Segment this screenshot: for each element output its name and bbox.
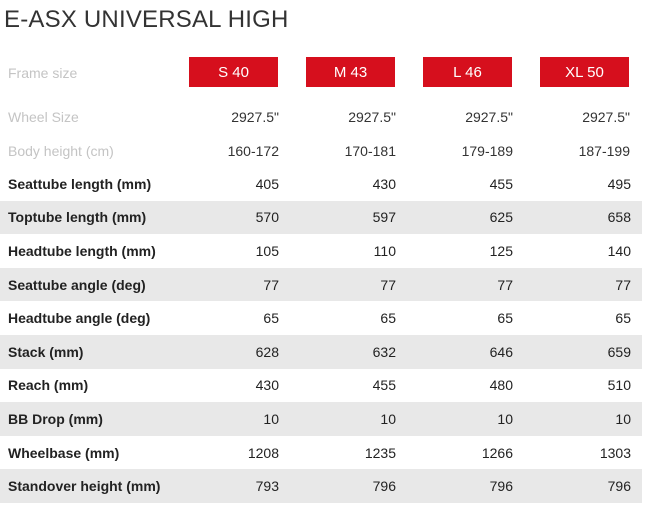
table-row: Headtube angle (deg) 65 65 65 65 <box>0 301 642 335</box>
cell-value: 646 <box>407 334 524 369</box>
row-label: Headtube length (mm) <box>8 242 156 259</box>
cell-value: 10 <box>407 402 524 436</box>
cell-value: 1208 <box>247 444 279 461</box>
cell-value: 570 <box>172 200 290 235</box>
size-button-s40[interactable]: S 40 <box>189 57 278 87</box>
frame-size-label: Frame size <box>8 65 78 81</box>
table-row: Toptube length (mm) 570 597 625 658 <box>0 200 642 235</box>
wheel-size-value: 2927.5" <box>465 109 513 125</box>
cell-value: 405 <box>255 175 279 192</box>
row-label: Headtube angle (deg) <box>8 310 151 327</box>
cell-value: 110 <box>373 242 396 259</box>
wheel-size-row: Wheel Size 2927.5" 2927.5" 2927.5" 2927.… <box>0 100 646 134</box>
table-row: Seattube length (mm) 405 430 455 495 <box>0 167 642 201</box>
row-label: Toptube length (mm) <box>0 200 172 235</box>
body-height-value: 187-199 <box>578 143 630 159</box>
table-row: Reach (mm) 430 455 480 510 <box>0 369 642 403</box>
table-row: Standover height (mm) 793 796 796 796 <box>0 469 642 503</box>
row-label: Reach (mm) <box>8 377 89 394</box>
body-height-value: 160-172 <box>227 143 279 159</box>
wheel-size-value: 2927.5" <box>348 109 396 125</box>
cell-value: 793 <box>172 469 290 503</box>
cell-value: 10 <box>172 402 290 436</box>
cell-value: 105 <box>255 242 279 259</box>
body-height-value: 170-181 <box>344 143 396 159</box>
body-height-row: Body height (cm) 160-172 170-181 179-189… <box>0 134 646 168</box>
cell-value: 1303 <box>599 444 631 461</box>
cell-value: 1235 <box>364 444 396 461</box>
size-button-xl50[interactable]: XL 50 <box>540 57 629 87</box>
cell-value: 65 <box>615 310 631 327</box>
frame-size-row: Frame size S 40 M 43 L 46 XL 50 <box>0 56 646 90</box>
body-height-label: Body height (cm) <box>8 143 114 159</box>
row-label: Stack (mm) <box>0 334 172 369</box>
cell-value: 10 <box>524 402 642 436</box>
cell-value: 1266 <box>481 444 513 461</box>
cell-value: 65 <box>263 310 279 327</box>
cell-value: 480 <box>489 377 513 394</box>
row-label: Seattube length (mm) <box>8 175 152 192</box>
cell-value: 65 <box>380 310 396 327</box>
cell-value: 597 <box>290 200 407 235</box>
cell-value: 628 <box>172 334 290 369</box>
table-row: Seattube angle (deg) 77 77 77 77 <box>0 267 642 302</box>
cell-value: 796 <box>524 469 642 503</box>
geometry-table: Seattube length (mm) 405 430 455 495 Top… <box>0 167 642 503</box>
table-row: Wheelbase (mm) 1208 1235 1266 1303 <box>0 436 642 470</box>
cell-value: 10 <box>290 402 407 436</box>
cell-value: 125 <box>489 242 513 259</box>
row-label: Standover height (mm) <box>0 469 172 503</box>
cell-value: 632 <box>290 334 407 369</box>
cell-value: 510 <box>607 377 631 394</box>
cell-value: 796 <box>290 469 407 503</box>
cell-value: 65 <box>497 310 513 327</box>
cell-value: 140 <box>607 242 631 259</box>
cell-value: 659 <box>524 334 642 369</box>
table-row: Headtube length (mm) 105 110 125 140 <box>0 234 642 268</box>
cell-value: 77 <box>290 267 407 302</box>
table-row: BB Drop (mm) 10 10 10 10 <box>0 402 642 436</box>
cell-value: 77 <box>524 267 642 302</box>
cell-value: 77 <box>172 267 290 302</box>
body-height-value: 179-189 <box>461 143 513 159</box>
cell-value: 658 <box>524 200 642 235</box>
cell-value: 77 <box>407 267 524 302</box>
row-label: BB Drop (mm) <box>0 402 172 436</box>
cell-value: 455 <box>372 377 396 394</box>
cell-value: 625 <box>407 200 524 235</box>
page-title: E-ASX UNIVERSAL HIGH <box>4 6 289 33</box>
row-label: Wheelbase (mm) <box>8 444 120 461</box>
row-label: Seattube angle (deg) <box>0 267 172 302</box>
wheel-size-label: Wheel Size <box>8 109 79 125</box>
wheel-size-value: 2927.5" <box>582 109 630 125</box>
cell-value: 796 <box>407 469 524 503</box>
cell-value: 430 <box>372 175 396 192</box>
cell-value: 455 <box>489 175 513 192</box>
table-row: Stack (mm) 628 632 646 659 <box>0 334 642 369</box>
cell-value: 495 <box>607 175 631 192</box>
size-button-l46[interactable]: L 46 <box>423 57 512 87</box>
size-button-m43[interactable]: M 43 <box>306 57 395 87</box>
wheel-size-value: 2927.5" <box>231 109 279 125</box>
cell-value: 430 <box>255 377 279 394</box>
